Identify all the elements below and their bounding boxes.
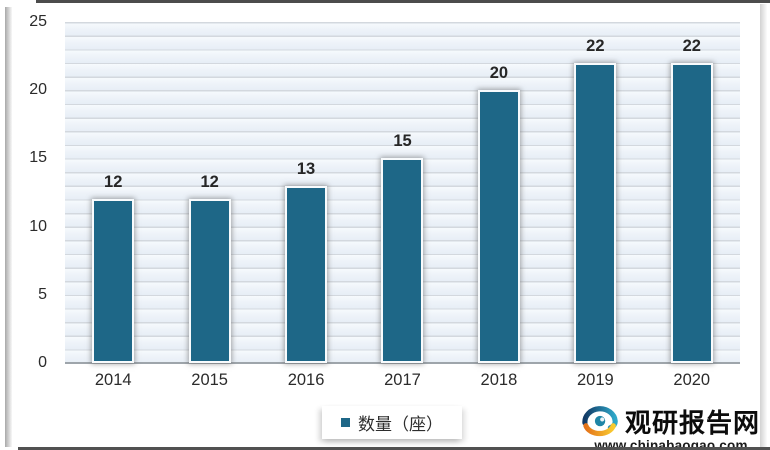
x-axis-line xyxy=(65,362,740,364)
x-axis-tick-label: 2019 xyxy=(576,371,614,389)
bar-value-label: 12 xyxy=(104,173,123,192)
x-axis-tick-label: 2014 xyxy=(94,371,132,389)
page-border-left xyxy=(5,7,12,447)
x-axis-tick-label: 2020 xyxy=(673,371,711,389)
bar-column: 22 xyxy=(547,22,643,363)
x-axis-tick-label: 2015 xyxy=(191,371,228,389)
bar-2014 xyxy=(92,199,135,363)
bar-2018 xyxy=(477,90,520,363)
watermark-site-name: 观研报告网 xyxy=(624,408,760,438)
page-border-bottom xyxy=(18,447,770,450)
bar-value-label: 20 xyxy=(489,64,509,83)
y-axis-tick-label: 20 xyxy=(29,81,47,99)
bar-column: 15 xyxy=(354,22,450,363)
page-border-top xyxy=(36,0,770,3)
bar-value-label: 13 xyxy=(296,159,316,178)
y-axis-tick-label: 0 xyxy=(38,354,47,371)
bar-2019 xyxy=(574,62,617,363)
legend-series-label: 数量（座） xyxy=(358,415,443,434)
legend-marker-square-icon xyxy=(341,418,350,427)
bar-column: 12 xyxy=(161,22,257,363)
swirl-logo-icon xyxy=(582,405,620,439)
bar-2017 xyxy=(381,158,424,363)
bar-2015 xyxy=(188,199,231,363)
y-axis-tick-label: 10 xyxy=(29,217,47,235)
x-axis-tick-label: 2018 xyxy=(480,371,518,389)
bar-column: 12 xyxy=(65,22,161,363)
plot-area: 12 12 13 15 20 22 22 xyxy=(65,22,740,364)
bar-column: 13 xyxy=(258,22,354,363)
bar-value-label: 12 xyxy=(200,173,219,192)
bar-column: 22 xyxy=(644,22,740,363)
bar-value-label: 15 xyxy=(393,132,412,151)
x-axis-tick-label: 2016 xyxy=(287,371,325,389)
bar-value-label: 22 xyxy=(586,36,605,55)
bar-column: 20 xyxy=(451,22,547,363)
y-axis-tick-label: 25 xyxy=(29,13,47,30)
page-border-right xyxy=(760,4,767,448)
watermark: 观研报告网 www.chinabaogao.com xyxy=(582,403,760,450)
bar-2020 xyxy=(670,62,713,363)
y-axis-tick-label: 5 xyxy=(38,285,47,303)
bar-2016 xyxy=(285,185,328,363)
bar-value-label: 22 xyxy=(682,36,701,55)
y-axis-tick-label: 15 xyxy=(29,149,47,167)
x-axis-tick-label: 2017 xyxy=(384,371,421,389)
legend: 数量（座） xyxy=(322,406,462,439)
